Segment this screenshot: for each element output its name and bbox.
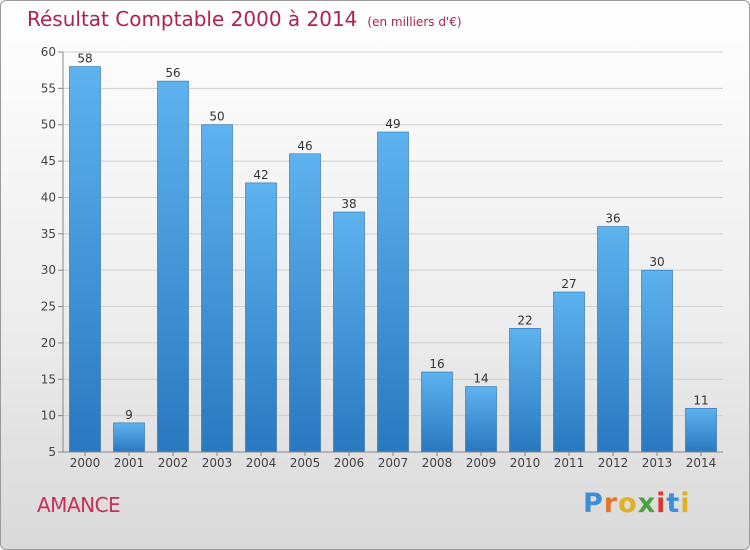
data-label-2008: 16 [429, 357, 444, 371]
y-tick-label: 15 [41, 372, 56, 386]
bar-2002 [157, 80, 189, 453]
x-tick-label-2007: 2007 [378, 456, 409, 470]
y-axis: 5 10 15 20 25 30 35 40 45 50 55 60 [41, 45, 64, 459]
y-tick-label: 5 [48, 445, 56, 459]
proxiti-logo: Proxiti [583, 488, 691, 519]
x-tick-label-2006: 2006 [334, 456, 365, 470]
data-label-2000: 58 [77, 52, 92, 66]
x-axis: 2000 2001 2002 2003 2004 2005 2006 2007 2008 2009… [63, 451, 723, 470]
bar-2007 [377, 131, 409, 453]
data-label-2007: 49 [385, 117, 400, 131]
bar-2010 [509, 328, 541, 453]
bar-2005 [289, 153, 321, 453]
x-tick-label-2013: 2013 [642, 456, 673, 470]
data-labels-group: 58 9 56 50 42 46 38 49 16 14 22 27 36 30 11 [77, 52, 708, 422]
bar-2011 [553, 291, 585, 453]
logo-letter: P [583, 488, 604, 519]
bar-2008 [421, 371, 453, 453]
bar-2009 [465, 386, 497, 453]
bar-2006 [333, 211, 365, 453]
data-label-2003: 50 [209, 110, 224, 124]
y-tick-label: 30 [41, 263, 56, 277]
y-tick-label: 40 [41, 190, 56, 204]
logo-letter: r [603, 488, 619, 519]
x-tick-label-2014: 2014 [686, 456, 717, 470]
logo-letter: i [656, 488, 667, 519]
bar-2000 [69, 66, 101, 453]
data-label-2006: 38 [341, 197, 356, 211]
x-tick-label-2012: 2012 [598, 456, 629, 470]
x-tick-label-2010: 2010 [510, 456, 541, 470]
x-tick-label-2011: 2011 [554, 456, 585, 470]
x-tick-label-2008: 2008 [422, 456, 453, 470]
data-label-2002: 56 [165, 66, 180, 80]
y-tick-label: 55 [41, 81, 56, 95]
y-tick-label: 60 [41, 45, 56, 59]
x-tick-label-2000: 2000 [70, 456, 101, 470]
chart-title-block: Résultat Comptable 2000 à 2014 (en millie… [27, 7, 462, 31]
bar-2014 [685, 408, 717, 453]
bar-2001 [113, 422, 145, 453]
bar-2013 [641, 269, 673, 453]
x-tick-label-2009: 2009 [466, 456, 497, 470]
y-tick-label: 35 [41, 227, 56, 241]
x-tick-label-2002: 2002 [158, 456, 189, 470]
bar-2012 [597, 226, 629, 453]
data-label-2004: 42 [253, 168, 268, 182]
data-label-2005: 46 [297, 139, 312, 153]
data-label-2009: 14 [473, 372, 488, 386]
x-tick-label-2001: 2001 [114, 456, 145, 470]
y-tick-label: 10 [41, 409, 56, 423]
y-tick-label: 20 [41, 336, 56, 350]
data-label-2011: 27 [561, 277, 576, 291]
bars-group [69, 66, 717, 453]
y-tick-label: 50 [41, 118, 56, 132]
chart-title: Résultat Comptable 2000 à 2014 [27, 7, 358, 31]
y-tick-label: 45 [41, 154, 56, 168]
x-tick-label-2003: 2003 [202, 456, 233, 470]
data-label-2001: 9 [125, 408, 133, 422]
x-tick-label-2004: 2004 [246, 456, 277, 470]
data-label-2013: 30 [649, 255, 664, 269]
data-label-2010: 22 [517, 313, 532, 327]
bar-2004 [245, 182, 277, 453]
commune-name: AMANCE [37, 493, 121, 517]
logo-letter: x [637, 488, 657, 519]
logo-letter: i [680, 488, 691, 519]
bar-2003 [201, 124, 233, 453]
y-tick-label: 25 [41, 300, 56, 314]
logo-letter: o [618, 488, 638, 519]
logo-letter: t [666, 488, 681, 519]
x-tick-label-2005: 2005 [290, 456, 321, 470]
data-label-2012: 36 [605, 212, 620, 226]
data-label-2014: 11 [693, 393, 708, 407]
chart-unit: (en milliers d'€) [367, 15, 462, 29]
